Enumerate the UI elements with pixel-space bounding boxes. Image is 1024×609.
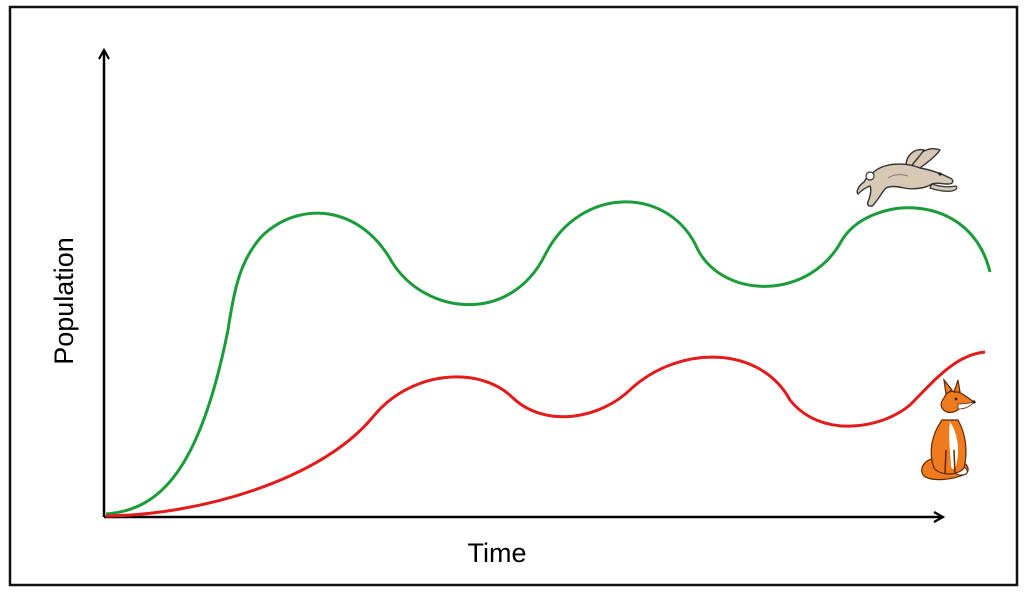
y-axis-label: Population bbox=[49, 237, 79, 365]
rabbit-icon bbox=[856, 148, 958, 207]
prey-population-line bbox=[105, 200, 992, 516]
figure-frame bbox=[8, 5, 1019, 587]
predator-population-line bbox=[105, 350, 986, 518]
x-axis-label: Time bbox=[468, 538, 527, 568]
fox-icon bbox=[921, 377, 976, 481]
